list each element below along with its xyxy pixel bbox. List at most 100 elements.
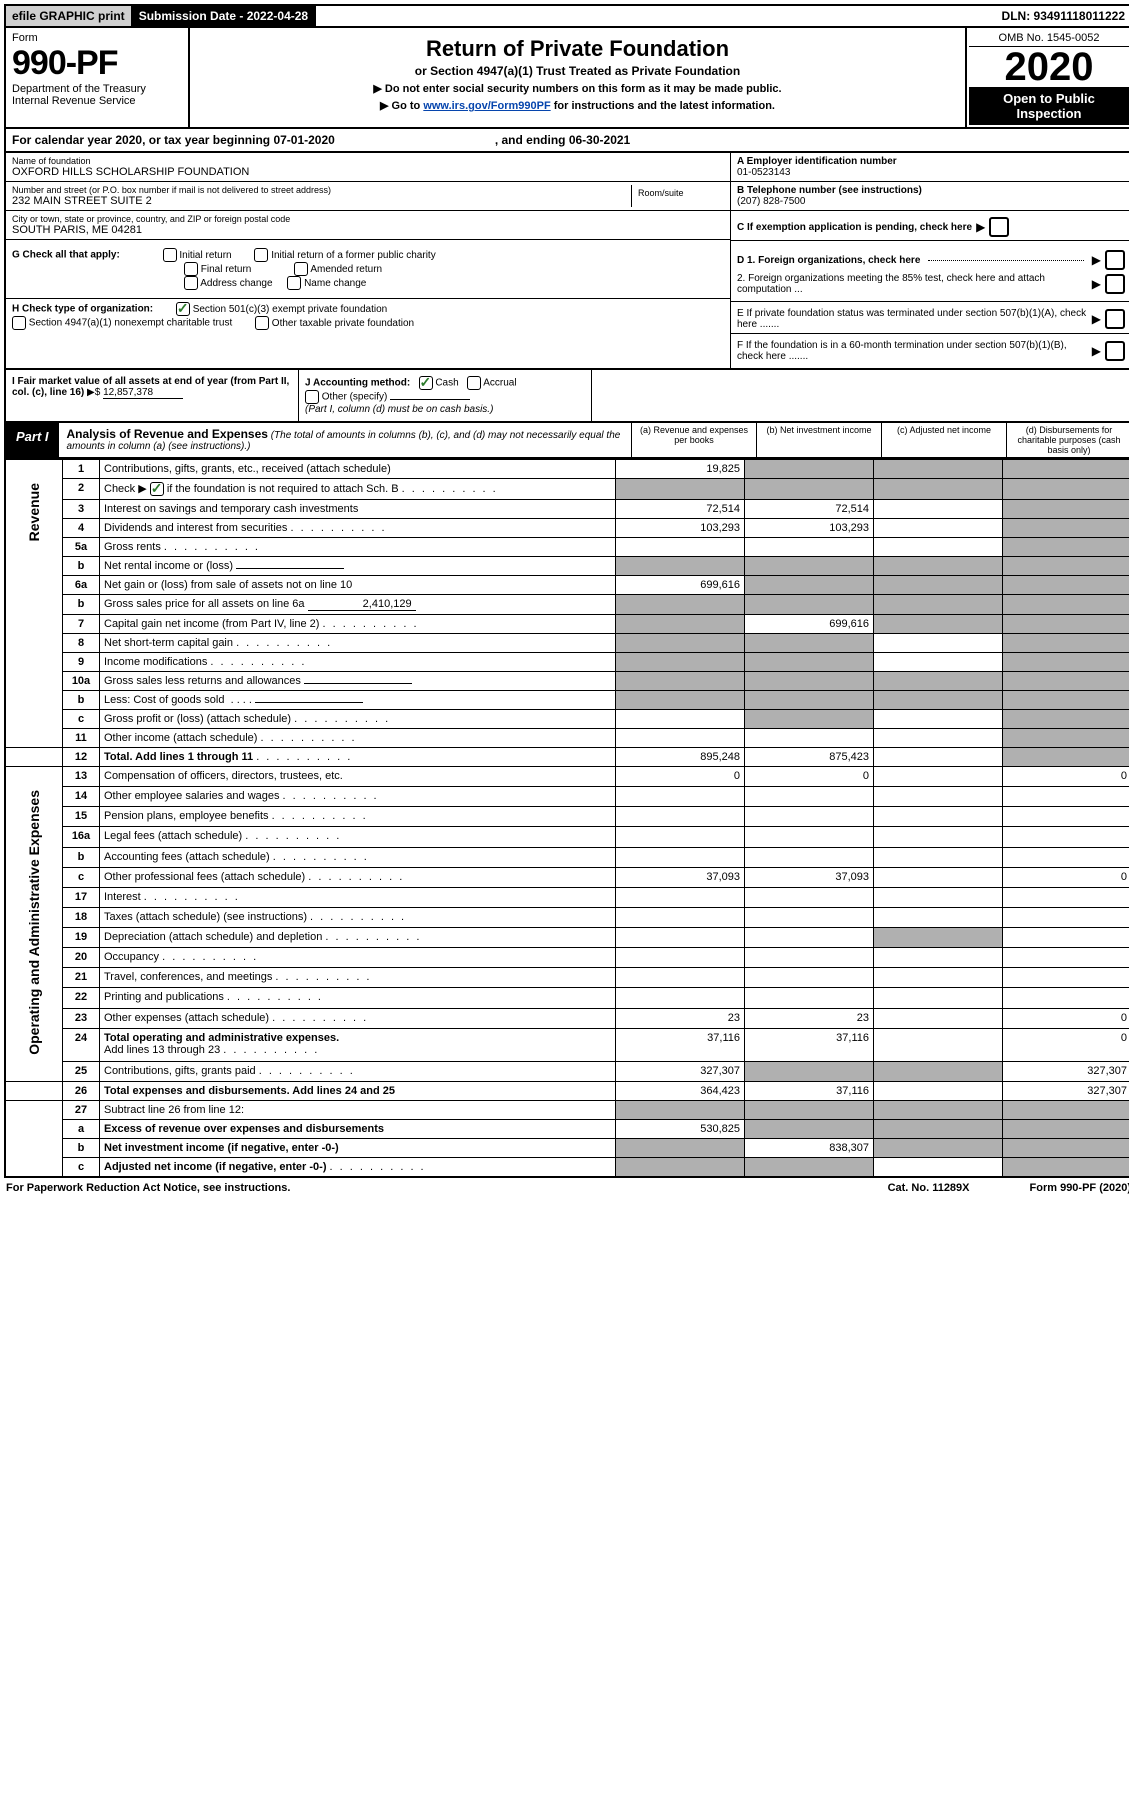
phone-value: (207) 828-7500 — [737, 196, 805, 207]
efile-button[interactable]: efile GRAPHIC print — [6, 6, 133, 26]
city-label: City or town, state or province, country… — [12, 214, 724, 224]
table-row: 21Travel, conferences, and meetings — [5, 968, 1129, 988]
initial-return-checkbox[interactable] — [163, 248, 177, 262]
table-row: 17Interest — [5, 887, 1129, 907]
d1-label: D 1. Foreign organizations, check here — [737, 255, 920, 266]
501c3-checkbox[interactable] — [176, 302, 190, 316]
col-a-header: (a) Revenue and expenses per books — [632, 423, 757, 457]
table-row: 12Total. Add lines 1 through 11 895,2488… — [5, 748, 1129, 767]
address-change-checkbox[interactable] — [184, 276, 198, 290]
page-footer: For Paperwork Reduction Act Notice, see … — [4, 1178, 1129, 1198]
status-terminated-checkbox[interactable] — [1105, 309, 1125, 329]
sch-b-checkbox[interactable] — [150, 482, 164, 496]
name-change-checkbox[interactable] — [287, 276, 301, 290]
name-label: Name of foundation — [12, 156, 724, 166]
table-row: 10aGross sales less returns and allowanc… — [5, 672, 1129, 691]
revenue-expense-table: Revenue 1Contributions, gifts, grants, e… — [4, 459, 1129, 1178]
open-public: Open to Public Inspection — [969, 87, 1129, 125]
table-row: bLess: Cost of goods sold . . . . — [5, 691, 1129, 710]
col-d-header: (d) Disbursements for charitable purpose… — [1007, 423, 1129, 457]
table-row: 2Check ▶ if the foundation is not requir… — [5, 479, 1129, 500]
phone-label: B Telephone number (see instructions) — [737, 185, 922, 196]
table-row: 7Capital gain net income (from Part IV, … — [5, 615, 1129, 634]
col-b-header: (b) Net investment income — [757, 423, 882, 457]
table-row: bNet rental income or (loss) — [5, 557, 1129, 576]
form-number: 990-PF — [12, 44, 182, 83]
table-row: 18Taxes (attach schedule) (see instructi… — [5, 907, 1129, 927]
accrual-checkbox[interactable] — [467, 376, 481, 390]
table-row: 4Dividends and interest from securities … — [5, 519, 1129, 538]
table-row: 16aLegal fees (attach schedule) — [5, 827, 1129, 847]
instructions-link[interactable]: www.irs.gov/Form990PF — [423, 100, 550, 112]
table-row: 22Printing and publications — [5, 988, 1129, 1008]
table-row: 3Interest on savings and temporary cash … — [5, 500, 1129, 519]
60month-checkbox[interactable] — [1105, 341, 1125, 361]
table-row: 24Total operating and administrative exp… — [5, 1028, 1129, 1061]
table-row: cAdjusted net income (if negative, enter… — [5, 1157, 1129, 1177]
form-label: Form — [12, 32, 182, 44]
table-row: 20Occupancy — [5, 948, 1129, 968]
initial-former-checkbox[interactable] — [254, 248, 268, 262]
foundation-name: OXFORD HILLS SCHOLARSHIP FOUNDATION — [12, 166, 724, 178]
j-note: (Part I, column (d) must be on cash basi… — [305, 404, 493, 415]
submission-date: Submission Date - 2022-04-28 — [133, 6, 316, 26]
4947a1-checkbox[interactable] — [12, 316, 26, 330]
street-address: 232 MAIN STREET SUITE 2 — [12, 195, 631, 207]
table-row: 26Total expenses and disbursements. Add … — [5, 1081, 1129, 1100]
table-row: bNet investment income (if negative, ent… — [5, 1138, 1129, 1157]
addr-label: Number and street (or P.O. box number if… — [12, 185, 631, 195]
table-row: 15Pension plans, employee benefits — [5, 807, 1129, 827]
table-row: 5aGross rents — [5, 538, 1129, 557]
ein-value: 01-0523143 — [737, 167, 790, 178]
e-label: E If private foundation status was termi… — [737, 308, 1088, 330]
expenses-side-label: Operating and Administrative Expenses — [26, 770, 42, 1075]
form-title: Return of Private Foundation — [196, 36, 959, 62]
g-label: G Check all that apply: — [12, 250, 120, 261]
table-row: cOther professional fees (attach schedul… — [5, 867, 1129, 887]
table-row: aExcess of revenue over expenses and dis… — [5, 1119, 1129, 1138]
other-taxable-checkbox[interactable] — [255, 316, 269, 330]
table-row: 8Net short-term capital gain — [5, 634, 1129, 653]
col-c-header: (c) Adjusted net income — [882, 423, 1007, 457]
other-method-checkbox[interactable] — [305, 390, 319, 404]
calendar-year-row: For calendar year 2020, or tax year begi… — [4, 129, 1129, 153]
foreign-85-checkbox[interactable] — [1105, 274, 1125, 294]
identification-block: Name of foundation OXFORD HILLS SCHOLARS… — [4, 153, 1129, 370]
final-return-checkbox[interactable] — [184, 262, 198, 276]
room-label: Room/suite — [632, 185, 724, 207]
table-row: Revenue 1Contributions, gifts, grants, e… — [5, 460, 1129, 479]
irs: Internal Revenue Service — [12, 95, 182, 107]
amended-return-checkbox[interactable] — [294, 262, 308, 276]
revenue-side-label: Revenue — [26, 463, 42, 561]
fmv-value: 12,857,378 — [103, 387, 183, 399]
part1-title: Analysis of Revenue and Expenses — [67, 427, 268, 441]
top-bar: efile GRAPHIC print Submission Date - 20… — [4, 4, 1129, 28]
table-row: 9Income modifications — [5, 653, 1129, 672]
dept-treasury: Department of the Treasury — [12, 83, 182, 95]
cat-number: Cat. No. 11289X — [888, 1182, 970, 1194]
table-row: 25Contributions, gifts, grants paid 327,… — [5, 1061, 1129, 1081]
foreign-org-checkbox[interactable] — [1105, 250, 1125, 270]
tax-year: 2020 — [969, 47, 1129, 87]
exemption-pending-checkbox[interactable] — [989, 217, 1009, 237]
table-row: 14Other employee salaries and wages — [5, 787, 1129, 807]
d2-label: 2. Foreign organizations meeting the 85%… — [737, 273, 1088, 295]
form-header: Form 990-PF Department of the Treasury I… — [4, 28, 1129, 129]
ein-label: A Employer identification number — [737, 156, 897, 167]
c-label: C If exemption application is pending, c… — [737, 222, 972, 233]
paperwork-notice: For Paperwork Reduction Act Notice, see … — [6, 1182, 290, 1194]
table-row: 27Subtract line 26 from line 12: — [5, 1100, 1129, 1119]
cash-checkbox[interactable] — [419, 376, 433, 390]
j-label: J Accounting method: — [305, 378, 410, 389]
table-row: 23Other expenses (attach schedule) 23230 — [5, 1008, 1129, 1028]
form-ref: Form 990-PF (2020) — [1030, 1182, 1129, 1194]
goto-note: ▶ Go to www.irs.gov/Form990PF for instru… — [196, 99, 959, 112]
dln: DLN: 93491118011222 — [996, 6, 1129, 26]
table-row: 19Depreciation (attach schedule) and dep… — [5, 928, 1129, 948]
form-subtitle: or Section 4947(a)(1) Trust Treated as P… — [196, 64, 959, 78]
table-row: 6aNet gain or (loss) from sale of assets… — [5, 576, 1129, 595]
h-label: H Check type of organization: — [12, 304, 153, 315]
hij-row: I Fair market value of all assets at end… — [4, 370, 1129, 423]
ssn-note: ▶ Do not enter social security numbers o… — [196, 82, 959, 95]
part1-label: Part I — [6, 423, 59, 457]
